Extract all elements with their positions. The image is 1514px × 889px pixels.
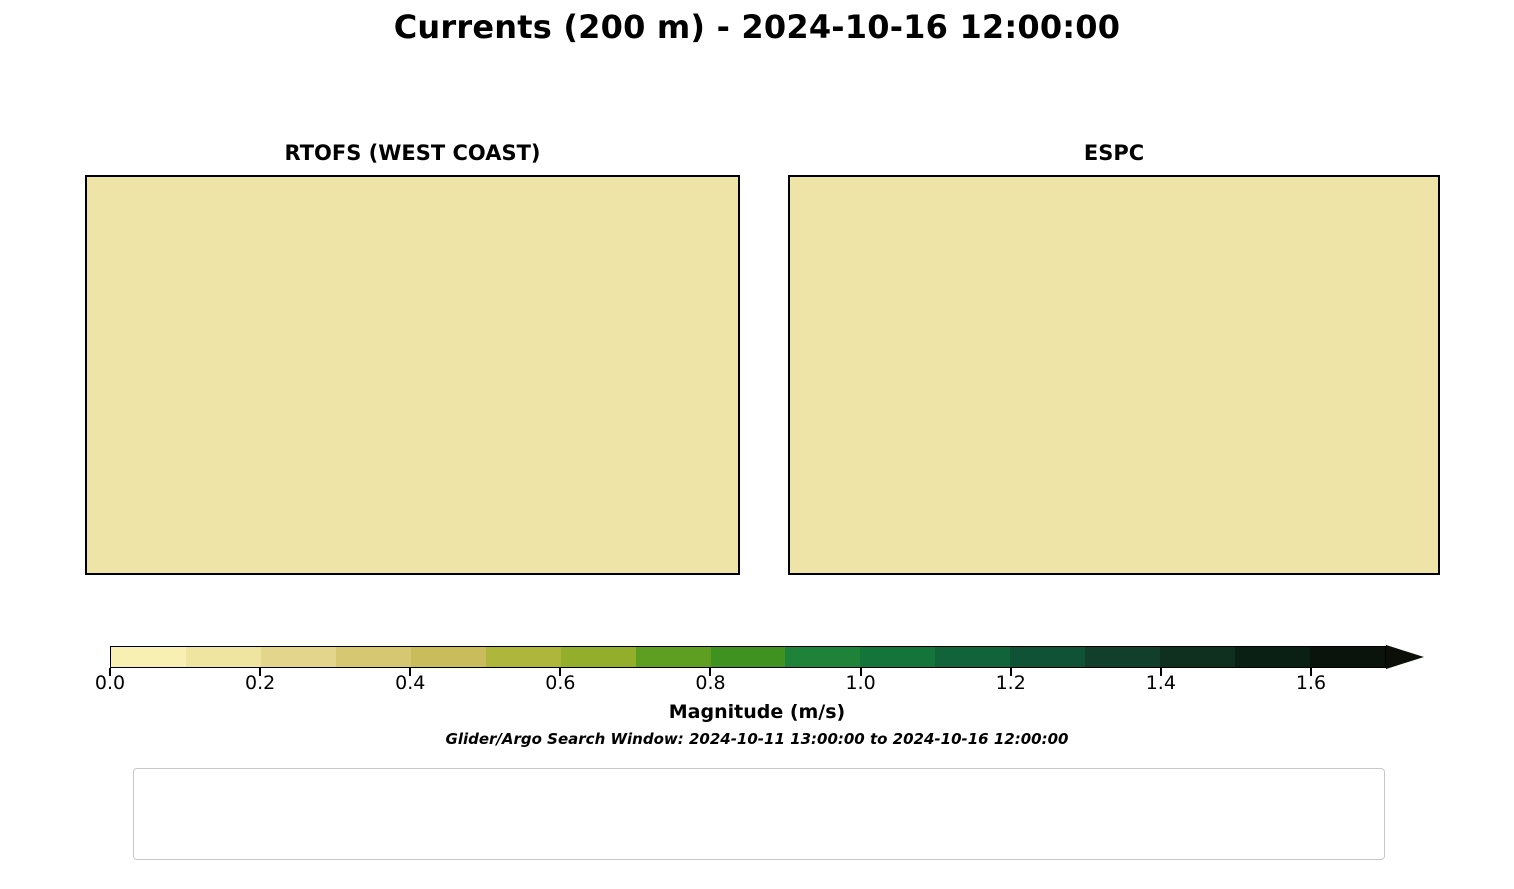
colorbar-band-9 (785, 647, 861, 667)
colorbar-extend-arrow (1386, 645, 1424, 669)
panel-title-rtofs: RTOFS (WEST COAST) (284, 141, 541, 165)
colorbar-tick-label: 1.6 (1295, 672, 1327, 694)
page-title: Currents (200 m) - 2024-10-16 12:00:00 (393, 8, 1121, 46)
colorbar-tick (109, 668, 111, 676)
colorbar-tick (1159, 668, 1162, 676)
map-espc[interactable] (788, 175, 1440, 575)
panel-rtofs: RTOFS (WEST COAST) (85, 141, 740, 575)
colorbar-band-2 (260, 647, 336, 667)
colorbar (110, 645, 1424, 669)
colorbar-band-6 (560, 647, 636, 667)
legend (133, 768, 1385, 860)
colorbar-tick (259, 668, 262, 676)
colorbar-tick-label: 0.2 (245, 672, 276, 694)
colorbar-tick-label: 0.4 (395, 672, 426, 694)
colorbar-band-7 (635, 647, 711, 667)
panel-title-espc: ESPC (1083, 141, 1145, 165)
colorbar-tick-label: 1.2 (995, 672, 1026, 694)
colorbar-band-1 (185, 647, 261, 667)
colorbar-tick (709, 668, 712, 676)
colorbar-band-8 (710, 647, 786, 667)
colorbar-gradient (110, 646, 1386, 668)
colorbar-tick-label: 1.0 (845, 672, 876, 694)
panel-espc: ESPC (788, 141, 1440, 575)
colorbar-band-5 (485, 647, 561, 667)
colorbar-band-14 (1160, 647, 1236, 667)
colorbar-band-15 (1235, 647, 1310, 667)
colorbar-tick (409, 668, 412, 676)
colorbar-band-4 (410, 647, 486, 667)
colorbar-tick (1009, 668, 1012, 676)
colorbar-band-16 (1310, 647, 1385, 667)
search-window-subtitle: Glider/Argo Search Window: 2024-10-11 13… (445, 730, 1069, 748)
colorbar-band-12 (1010, 647, 1086, 667)
colorbar-band-11 (935, 647, 1011, 667)
colorbar-band-3 (335, 647, 411, 667)
map-rtofs[interactable] (85, 175, 740, 575)
colorbar-tick-label: 0.6 (545, 672, 576, 694)
colorbar-tick (559, 668, 562, 676)
colorbar-band-13 (1085, 647, 1161, 667)
colorbar-tick-label: 0.8 (695, 672, 726, 694)
colorbar-label: Magnitude (m/s) (668, 701, 846, 723)
colorbar-tick-label: 0.0 (94, 672, 126, 694)
colorbar-tick (1309, 668, 1312, 676)
colorbar-band-10 (860, 647, 936, 667)
colorbar-tick (859, 668, 862, 676)
colorbar-band-0 (111, 647, 186, 667)
colorbar-tick-label: 1.4 (1145, 672, 1176, 694)
